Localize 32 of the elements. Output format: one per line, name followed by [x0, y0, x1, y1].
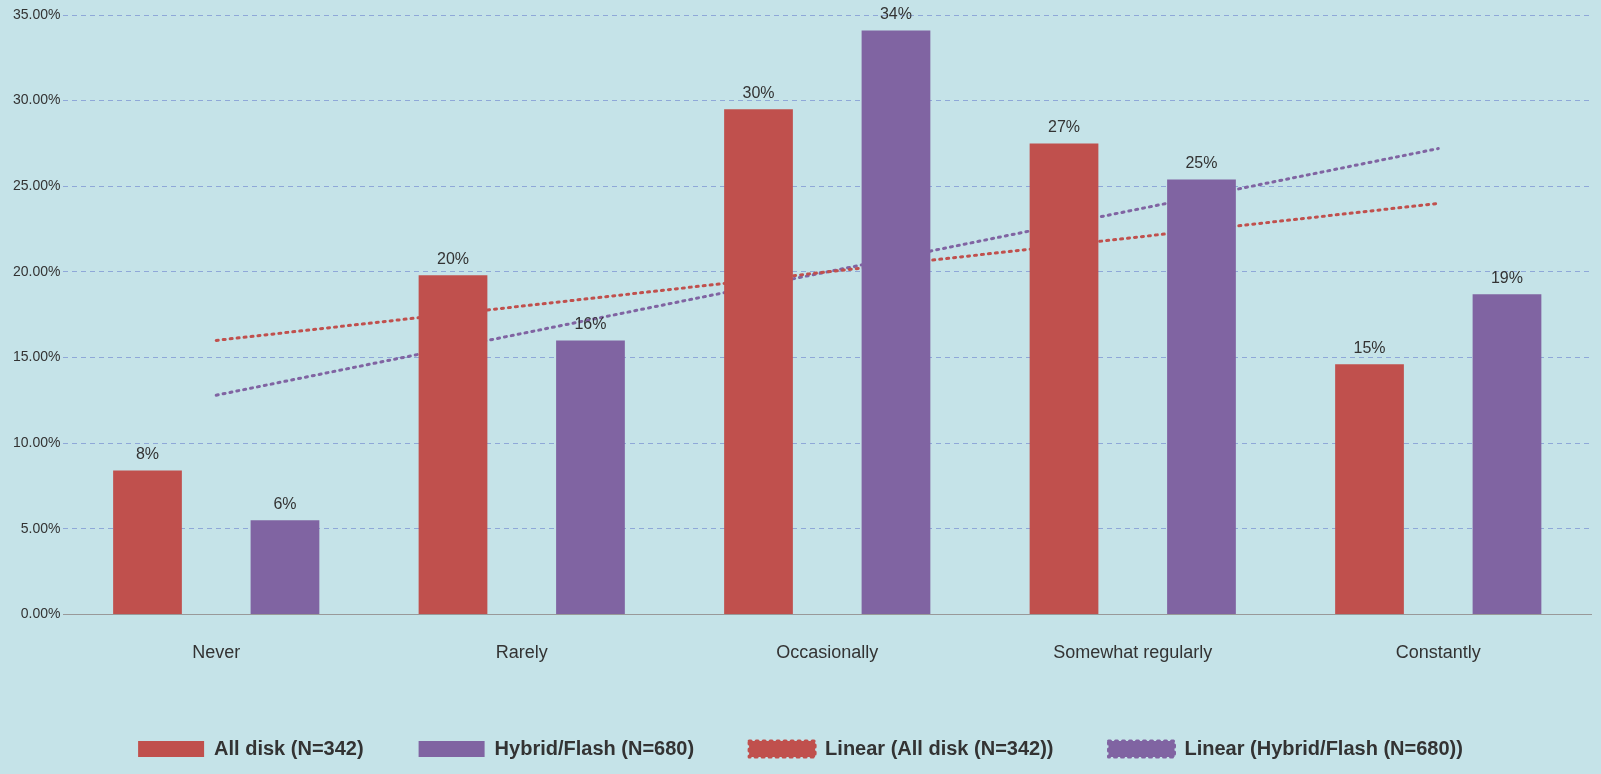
x-tick-label: Occasionally [776, 642, 879, 663]
x-tick-label: Never [192, 642, 241, 663]
bar [113, 470, 182, 614]
y-tick-label: 35.00% [13, 5, 61, 22]
bar [250, 520, 320, 614]
bar [556, 340, 625, 614]
data-label: 15% [1353, 338, 1386, 356]
y-tick-label: 5.00% [20, 519, 61, 536]
bar [1472, 294, 1542, 614]
data-label: 6% [273, 494, 297, 512]
legend-label: All disk (N=342) [214, 736, 364, 759]
data-label: 34% [879, 4, 912, 22]
x-tick-label: Rarely [495, 642, 548, 663]
data-label: 25% [1185, 153, 1218, 171]
data-label: 30% [742, 83, 775, 101]
data-label: 20% [436, 249, 470, 267]
legend-label: Linear (Hybrid/Flash (N=680)) [1184, 736, 1463, 759]
data-label: 19% [1490, 268, 1523, 286]
y-tick-label: 0.00% [20, 605, 61, 622]
bar [1335, 364, 1404, 614]
y-tick-label: 15.00% [13, 348, 61, 365]
legend-label: Linear (All disk (N=342)) [825, 736, 1054, 759]
legend-label: Hybrid/Flash (N=680) [494, 736, 695, 759]
y-tick-label: 30.00% [13, 91, 61, 108]
y-tick-label: 10.00% [13, 434, 61, 450]
data-label: 8% [135, 444, 160, 462]
data-label: 27% [1047, 117, 1081, 135]
y-tick-label: 20.00% [13, 262, 61, 279]
data-label: 16% [574, 314, 607, 332]
x-tick-label: Constantly [1395, 642, 1481, 663]
y-tick-label: 25.00% [13, 177, 61, 194]
x-tick-label: Somewhat regularly [1053, 642, 1213, 663]
